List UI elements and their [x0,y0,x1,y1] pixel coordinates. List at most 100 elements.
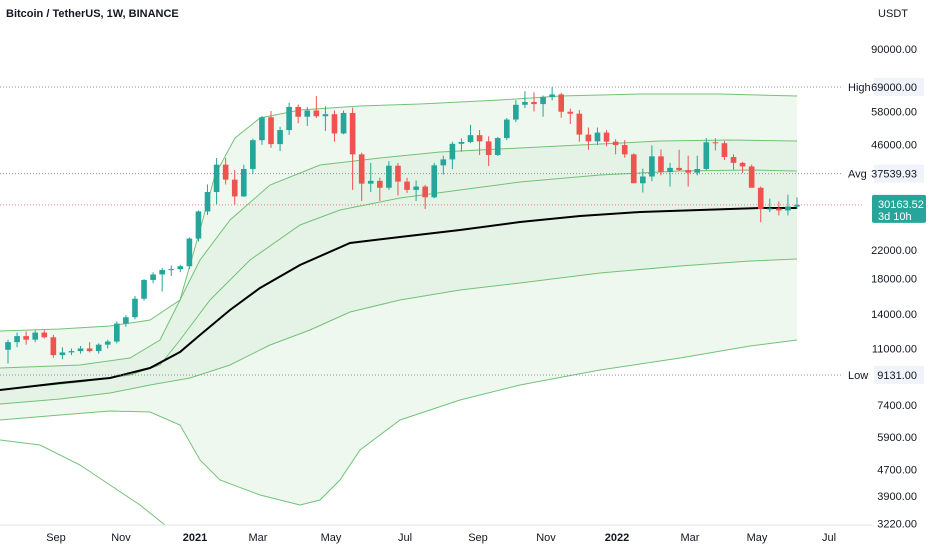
candle-body[interactable] [603,132,610,142]
candle-body[interactable] [440,159,447,166]
candle-body[interactable] [531,102,537,105]
candle-body[interactable] [621,145,628,155]
candle-body[interactable] [295,106,302,117]
candle-body[interactable] [132,298,138,318]
candle-body[interactable] [159,269,165,275]
candle-body[interactable] [640,176,646,184]
candle-body[interactable] [721,143,728,158]
candle-body[interactable] [331,114,338,134]
candle-body[interactable] [404,181,410,190]
candle-body[interactable] [231,179,238,197]
candle-body[interactable] [612,141,619,146]
candle-body[interactable] [703,142,710,169]
level-value-tag: 37539.93 [871,169,917,181]
candle-body[interactable] [476,135,483,142]
candle-body[interactable] [340,112,347,134]
candle-body[interactable] [77,348,84,352]
level-value-tag: 69000.00 [871,82,917,94]
candle-body[interactable] [168,269,175,271]
candle-body[interactable] [785,206,791,211]
candle-body[interactable] [386,165,392,188]
candle-body[interactable] [413,186,419,190]
candle-body[interactable] [694,168,701,173]
candle-body[interactable] [177,266,184,270]
candle-body[interactable] [594,132,601,142]
candle-body[interactable] [313,110,320,117]
candle-body[interactable] [250,140,256,169]
candle-body[interactable] [259,117,265,141]
candle-body[interactable] [123,317,129,324]
candle-body[interactable] [658,156,664,172]
candle-body[interactable] [195,211,202,239]
candle-body[interactable] [222,164,229,180]
candle-body[interactable] [449,143,456,160]
y-axis-tick-label: 5900.00 [877,432,917,444]
y-axis-tick-label: 46000.00 [871,140,917,152]
candle-body[interactable] [776,208,782,211]
candle-body[interactable] [240,168,247,197]
candle-body[interactable] [141,279,147,299]
candle-body[interactable] [286,106,292,131]
candle-body[interactable] [59,352,66,356]
candle-body[interactable] [649,156,655,177]
candle-body[interactable] [349,112,356,155]
candle-body[interactable] [5,342,11,350]
candle-body[interactable] [50,337,57,356]
candle-body[interactable] [485,141,492,156]
x-axis-tick-label: Jul [398,532,412,544]
candle-body[interactable] [748,166,755,188]
candle-body[interactable] [186,238,193,267]
candle-body[interactable] [68,351,75,353]
candle-body[interactable] [503,119,510,139]
y-axis-tick-label: 22000.00 [871,245,917,257]
candle-body[interactable] [367,180,374,184]
candle-body[interactable] [150,274,156,280]
candle-body[interactable] [268,117,274,145]
candle-body[interactable] [14,336,20,343]
candle-body[interactable] [23,336,29,340]
candle-body[interactable] [104,341,111,345]
candle-body[interactable] [204,192,211,212]
candle-body[interactable] [739,162,746,167]
candle-body[interactable] [277,130,283,145]
candle-body[interactable] [358,154,365,184]
candle-body[interactable] [95,344,102,352]
candle-body[interactable] [322,114,329,117]
candle-body[interactable] [467,135,474,142]
x-axis-tick-label: 2022 [605,532,629,544]
candle-body[interactable] [513,104,519,120]
candle-body[interactable] [522,102,528,105]
candle-body[interactable] [213,164,220,193]
candle-body[interactable] [494,138,501,156]
candle-body[interactable] [304,110,311,117]
candle-body[interactable] [712,142,719,144]
candle-body[interactable] [86,348,93,352]
level-name-tag: High [848,82,871,94]
band-line-5 [0,339,798,506]
current-price-label: 30163.52 [878,199,924,211]
candle-body[interactable] [676,167,682,171]
candle-body[interactable] [558,94,565,112]
candle-body[interactable] [41,332,48,338]
candle-body[interactable] [685,170,691,173]
candle-body[interactable] [766,208,773,210]
candle-body[interactable] [757,187,764,209]
candle-body[interactable] [431,165,438,198]
candle-body[interactable] [794,204,800,207]
candle-body[interactable] [585,134,592,142]
candle-body[interactable] [567,111,574,114]
candle-body[interactable] [458,141,465,144]
candle-body[interactable] [730,157,737,163]
candle-body[interactable] [114,323,120,342]
y-axis-tick-label: 3220.00 [877,518,917,530]
candle-body[interactable] [549,94,555,98]
candle-body[interactable] [540,97,546,105]
candle-body[interactable] [630,154,637,184]
candle-body[interactable] [576,113,583,135]
candle-body[interactable] [667,167,673,172]
candle-body[interactable] [395,165,401,182]
candle-body[interactable] [377,180,383,188]
candle-body[interactable] [422,186,428,198]
candle-body[interactable] [32,332,39,340]
